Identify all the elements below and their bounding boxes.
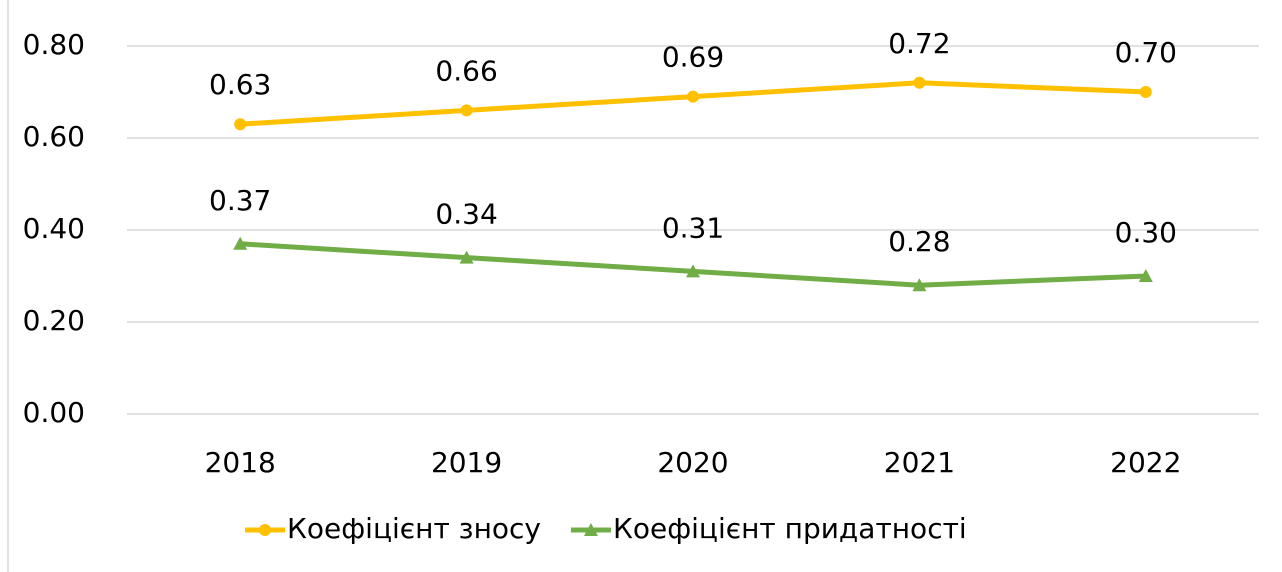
marker [913,76,926,89]
marker [1138,269,1153,282]
series: 0.37 0.34 0.31 0.28 0.30 [209,184,1177,292]
x-tick-label: 2019 [431,446,502,479]
y-tick-label: 0.40 [23,212,85,245]
y-tick-label: 0.00 [23,396,85,429]
x-tick-label: 2020 [657,446,728,479]
y-tick-label: 0.60 [23,120,85,153]
marker [687,90,699,103]
data-label: 0.28 [888,225,950,258]
marker [1139,86,1152,98]
marker [686,264,700,278]
data-label: 0.70 [1115,36,1177,69]
data-label: 0.72 [888,27,950,60]
legend-marker [583,523,598,536]
marker [459,250,474,264]
data-label: 0.69 [662,41,724,74]
y-tick-label: 0.80 [23,28,85,61]
data-label: 0.34 [435,198,497,231]
marker [233,236,248,250]
legend-label: Коефіцієнт зносу [287,512,541,545]
legend-marker [259,524,271,536]
y-tick-label: 0.20 [23,304,85,337]
marker [234,118,247,131]
data-label: 0.31 [662,211,724,244]
data-label: 0.66 [435,54,497,87]
data-label: 0.37 [209,184,271,217]
marker [460,104,473,117]
x-tick-label: 2018 [205,446,276,479]
x-tick-label: 2021 [884,446,955,479]
marker [912,278,927,292]
data-label: 0.63 [209,68,271,101]
legend-label: Коефіцієнт придатності [613,512,967,545]
series: 0.63 0.66 0.69 0.72 0.70 [209,27,1177,131]
x-tick-label: 2022 [1110,446,1181,479]
series-line [240,80,1146,127]
data-label: 0.30 [1115,216,1177,249]
